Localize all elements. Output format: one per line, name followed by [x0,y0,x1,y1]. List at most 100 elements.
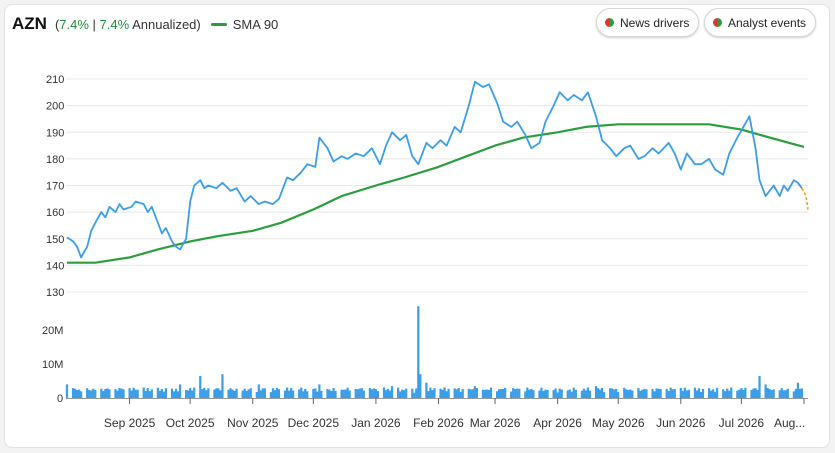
volume-bar [609,388,612,398]
volume-bar [300,387,303,398]
volume-bar [78,389,81,398]
volume-bar [615,388,618,398]
volume-bar [568,389,571,398]
volume-bar [558,388,561,398]
volume-bar [429,387,432,398]
volume-bar [376,391,380,398]
volume-bar [332,388,335,398]
volume-bar [120,388,123,398]
volume-bar [495,391,499,398]
analyst-events-button[interactable]: Analyst events [704,8,817,37]
volume-bar [512,388,515,398]
volume-bar [726,388,729,398]
volume-bar [653,391,656,398]
x-tick-label: Oct 2025 [166,416,215,430]
volume-bar [86,388,89,398]
volume-bar [772,389,775,398]
volume-bar [554,388,557,398]
volume-bar [136,389,139,398]
y-tick-label: 180 [46,154,64,166]
volume-bar [667,390,670,398]
volume-bar [697,388,701,398]
volume-bar [259,390,262,398]
volume-bar [356,389,359,398]
volume-bar [724,391,727,398]
volume-bar [516,388,519,398]
volume-bar [687,389,690,398]
volume-bar [738,389,741,398]
volume-bar [415,388,418,398]
volume-bar [132,387,135,398]
volume-bar [500,389,503,398]
volume-bar [290,388,293,398]
volume-bar [146,388,149,398]
volume-bar [148,391,151,398]
volume-bar [215,388,218,398]
volume-bar [627,389,630,398]
volume-bar [756,389,759,398]
volume-bar [419,374,422,398]
volume-bar [645,389,648,398]
volume-bar [302,391,305,398]
volume-bar [566,390,569,398]
volume-bar [390,386,394,398]
volume-bar [798,388,802,398]
volume-bar [669,387,672,398]
volume-bar [403,390,406,398]
volume-bar [623,387,626,398]
volume-bar [271,388,275,398]
volume-bar [639,390,642,398]
volume-bar [207,388,210,398]
volume-bar [144,390,147,398]
volume-bar [768,388,771,398]
volume-bar [255,391,258,398]
volume-bar [189,388,192,398]
volume-bar [792,391,795,398]
news-drivers-button[interactable]: News drivers [596,8,700,37]
volume-bar [524,391,527,398]
volume-bar [673,389,676,398]
volume-bar [712,389,715,398]
volume-bar [588,390,592,398]
volume-bar [483,389,487,398]
volume-bar [241,390,244,398]
volume-bar [643,388,646,398]
volume-bar [794,388,797,398]
volume-bar [65,384,69,398]
volume-tick-label: 0 [57,393,63,405]
sma-90-line [67,123,805,264]
volume-bar [546,389,549,398]
volume-bar [328,389,331,398]
change-percent: 7.4% [59,16,89,32]
volume-bar [625,389,628,398]
volume-bar [730,387,733,398]
sma-legend[interactable]: SMA 90 [210,17,278,32]
volume-bar [170,388,174,398]
volume-bar [227,389,230,398]
volume-bar [201,389,204,398]
volume-bar [221,374,224,398]
volume-bar [657,388,660,398]
volume-bar [613,389,616,398]
y-tick-label: 160 [46,207,64,219]
volume-bar [269,392,273,398]
volume-bar [461,389,464,398]
volume-bar [118,388,121,398]
volume-bar [596,388,600,398]
volume-bar [372,388,375,398]
volume-bar [518,388,521,398]
volume-bar [277,389,281,398]
y-tick-label: 150 [46,234,64,246]
volume-bar [304,388,307,398]
x-tick-label: Jun 2026 [656,416,706,430]
volume-bar [162,391,166,398]
annualized-label: Annualized) [129,16,201,32]
volume-bar [540,387,543,398]
volume-bar [75,390,79,398]
volume-bar [245,390,248,398]
volume-bar [473,386,476,398]
volume-bar [374,389,378,398]
volume-tick-label: 10M [42,359,63,371]
y-tick-label: 170 [46,181,64,193]
